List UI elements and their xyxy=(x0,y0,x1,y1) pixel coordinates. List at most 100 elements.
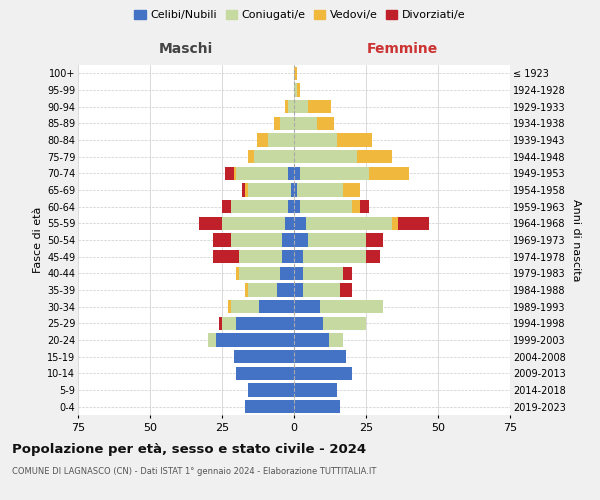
Bar xyxy=(230,234,283,246)
Bar xyxy=(280,116,294,130)
Bar xyxy=(366,250,380,264)
Bar xyxy=(302,266,343,280)
Bar xyxy=(294,166,300,180)
Bar xyxy=(248,184,291,196)
Text: Popolazione per età, sesso e stato civile - 2024: Popolazione per età, sesso e stato civil… xyxy=(12,442,366,456)
Bar xyxy=(242,184,245,196)
Bar xyxy=(366,234,383,246)
Bar xyxy=(222,200,230,213)
Bar xyxy=(248,150,254,164)
Bar xyxy=(317,116,334,130)
Bar xyxy=(214,250,239,264)
Bar xyxy=(286,216,294,230)
Bar xyxy=(294,116,317,130)
Bar xyxy=(248,384,294,396)
Bar xyxy=(219,316,222,330)
Bar xyxy=(300,200,352,213)
Bar xyxy=(343,266,352,280)
Y-axis label: Anni di nascita: Anni di nascita xyxy=(571,198,581,281)
Bar xyxy=(297,84,300,96)
Bar xyxy=(294,316,323,330)
Bar xyxy=(208,334,216,346)
Bar xyxy=(283,250,294,264)
Bar xyxy=(236,366,294,380)
Bar xyxy=(214,234,230,246)
Bar xyxy=(294,184,297,196)
Bar xyxy=(199,216,222,230)
Bar xyxy=(297,184,343,196)
Y-axis label: Fasce di età: Fasce di età xyxy=(32,207,43,273)
Bar xyxy=(320,300,383,314)
Bar xyxy=(300,166,369,180)
Bar xyxy=(236,316,294,330)
Bar xyxy=(274,116,280,130)
Bar xyxy=(305,216,392,230)
Bar xyxy=(277,284,294,296)
Bar xyxy=(286,100,288,114)
Bar xyxy=(294,200,300,213)
Bar xyxy=(291,184,294,196)
Bar xyxy=(308,100,331,114)
Bar xyxy=(288,100,294,114)
Text: COMUNE DI LAGNASCO (CN) - Dati ISTAT 1° gennaio 2024 - Elaborazione TUTTITALIA.I: COMUNE DI LAGNASCO (CN) - Dati ISTAT 1° … xyxy=(12,468,376,476)
Text: Femmine: Femmine xyxy=(367,42,437,56)
Bar xyxy=(294,334,329,346)
Bar xyxy=(294,250,302,264)
Bar xyxy=(288,166,294,180)
Bar xyxy=(233,350,294,364)
Bar xyxy=(323,316,366,330)
Bar xyxy=(294,100,308,114)
Bar xyxy=(228,300,230,314)
Bar xyxy=(225,166,233,180)
Bar xyxy=(294,66,297,80)
Bar xyxy=(352,200,360,213)
Bar xyxy=(236,166,288,180)
Bar xyxy=(294,384,337,396)
Bar xyxy=(294,216,305,230)
Bar xyxy=(340,284,352,296)
Bar xyxy=(294,284,302,296)
Bar xyxy=(245,184,248,196)
Text: Maschi: Maschi xyxy=(159,42,213,56)
Bar xyxy=(257,134,268,146)
Bar xyxy=(369,166,409,180)
Bar xyxy=(302,250,366,264)
Bar xyxy=(392,216,398,230)
Bar xyxy=(294,84,297,96)
Bar xyxy=(337,134,372,146)
Bar xyxy=(268,134,294,146)
Bar xyxy=(280,266,294,280)
Bar xyxy=(294,234,308,246)
Bar xyxy=(245,284,248,296)
Bar xyxy=(239,250,283,264)
Bar xyxy=(216,334,294,346)
Bar xyxy=(308,234,366,246)
Bar xyxy=(230,200,288,213)
Bar xyxy=(222,216,286,230)
Bar xyxy=(248,284,277,296)
Bar xyxy=(294,266,302,280)
Bar xyxy=(294,350,346,364)
Bar xyxy=(360,200,369,213)
Bar xyxy=(294,400,340,413)
Bar xyxy=(343,184,360,196)
Legend: Celibi/Nubili, Coniugati/e, Vedovi/e, Divorziati/e: Celibi/Nubili, Coniugati/e, Vedovi/e, Di… xyxy=(130,6,470,25)
Bar xyxy=(302,284,340,296)
Bar xyxy=(294,150,358,164)
Bar xyxy=(230,300,259,314)
Bar xyxy=(288,200,294,213)
Bar xyxy=(259,300,294,314)
Bar xyxy=(245,400,294,413)
Bar xyxy=(294,366,352,380)
Bar xyxy=(358,150,392,164)
Bar xyxy=(239,266,280,280)
Bar xyxy=(283,234,294,246)
Bar xyxy=(222,316,236,330)
Bar xyxy=(294,300,320,314)
Bar xyxy=(294,134,337,146)
Bar xyxy=(254,150,294,164)
Bar xyxy=(398,216,430,230)
Bar xyxy=(233,166,236,180)
Bar xyxy=(236,266,239,280)
Bar xyxy=(329,334,343,346)
